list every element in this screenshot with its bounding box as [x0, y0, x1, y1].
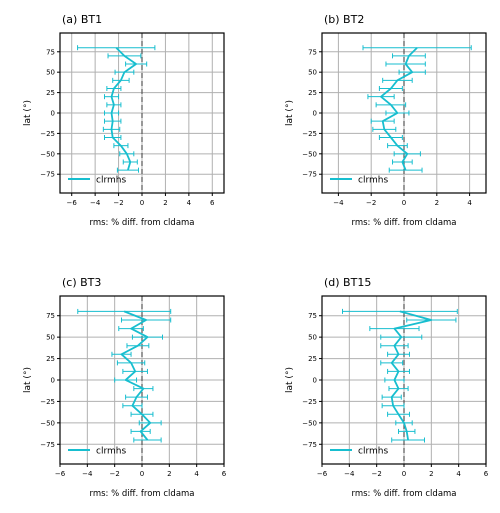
x-tick-label: −4	[344, 470, 355, 478]
y-tick-label: 25	[308, 89, 317, 97]
y-tick-label: 75	[46, 48, 55, 56]
legend-label: clrmhs	[96, 447, 126, 457]
x-tick-label: 0	[140, 470, 144, 478]
legend-label: clrmhs	[358, 176, 388, 186]
y-tick-label: −25	[40, 398, 55, 406]
y-tick-label: −75	[40, 441, 55, 449]
panel-3: −6 −4 −2 0 2 4 6 −75 −50 −25 0 25 50 75 (c) BT3 rms: % …	[23, 276, 227, 499]
x-tick-label: 2	[435, 199, 439, 207]
y-tick-label: 50	[308, 69, 317, 77]
y-tick-label: −75	[302, 171, 317, 179]
y-tick-label: −50	[302, 419, 317, 427]
panel-title: (c) BT3	[62, 276, 101, 289]
series-line	[120, 310, 152, 441]
y-tick-label: 0	[313, 110, 317, 118]
panel-2: −4 −2 0 2 4 −75 −50 −25 0 25 50 75 (b) BT2 rms: % dif…	[285, 13, 487, 228]
y-tick-label: −25	[302, 398, 317, 406]
x-tick-label: 2	[429, 470, 433, 478]
y-axis-label: lat (°)	[285, 367, 295, 393]
panel-title: (d) BT15	[324, 276, 371, 289]
x-axis-label: rms: % diff. from cldama	[351, 218, 456, 228]
y-tick-label: 25	[46, 355, 55, 363]
y-tick-label: 50	[46, 69, 55, 77]
series-line	[110, 47, 138, 171]
x-tick-label: −4	[333, 199, 344, 207]
y-tick-label: −25	[40, 130, 55, 138]
y-tick-label: −25	[302, 130, 317, 138]
y-axis-label: lat (°)	[285, 100, 295, 126]
y-axis-label: lat (°)	[23, 367, 33, 393]
x-tick-label: −6	[55, 470, 66, 478]
x-tick-label: −6	[67, 199, 78, 207]
y-tick-label: 0	[313, 377, 317, 385]
y-axis-label: lat (°)	[23, 100, 33, 126]
y-tick-label: 25	[308, 355, 317, 363]
y-tick-label: 25	[46, 89, 55, 97]
y-tick-label: 75	[308, 48, 317, 56]
legend-label: clrmhs	[96, 176, 126, 186]
y-tick-label: 0	[51, 377, 55, 385]
x-axis-label: rms: % diff. from cldama	[89, 218, 194, 228]
y-tick-label: 50	[46, 334, 55, 342]
x-axis-label: rms: % diff. from cldama	[89, 489, 194, 499]
x-tick-label: 6	[222, 470, 227, 478]
panel-title: (b) BT2	[324, 13, 364, 26]
y-tick-label: 0	[51, 110, 55, 118]
x-tick-label: 2	[163, 199, 167, 207]
panel-title: (a) BT1	[62, 13, 102, 26]
x-tick-label: 0	[402, 199, 406, 207]
x-tick-label: −4	[90, 199, 101, 207]
x-tick-label: −4	[82, 470, 93, 478]
y-tick-label: 50	[308, 334, 317, 342]
x-tick-label: −2	[372, 470, 382, 478]
x-tick-label: 0	[402, 470, 406, 478]
panel-4: −6 −4 −2 0 2 4 6 −75 −50 −25 0 25 50 75 (d) BT15 rms: %…	[285, 276, 489, 499]
x-axis-label: rms: % diff. from cldama	[351, 489, 456, 499]
x-tick-label: 0	[140, 199, 144, 207]
x-tick-label: −2	[366, 199, 376, 207]
y-tick-label: −50	[302, 150, 317, 158]
y-tick-label: −50	[40, 150, 55, 158]
x-tick-label: −2	[110, 470, 120, 478]
y-tick-label: 75	[46, 312, 55, 320]
panel-1: −6 −4 −2 0 2 4 6 −75 −50 −25 0 25 50 75 (a) BT1 rms: % …	[23, 13, 225, 228]
x-tick-label: 4	[187, 199, 192, 207]
x-tick-label: −2	[113, 199, 123, 207]
x-tick-label: 4	[467, 199, 472, 207]
legend-label: clrmhs	[358, 447, 388, 457]
x-tick-label: 6	[210, 199, 215, 207]
series-line	[380, 47, 418, 171]
x-tick-label: 4	[194, 470, 199, 478]
series-line	[390, 310, 433, 441]
y-tick-label: 75	[308, 312, 317, 320]
x-tick-label: 2	[167, 470, 171, 478]
x-tick-label: 6	[484, 470, 489, 478]
x-tick-label: −6	[317, 470, 328, 478]
y-tick-label: −75	[302, 441, 317, 449]
y-tick-label: −75	[40, 171, 55, 179]
y-tick-label: −50	[40, 419, 55, 427]
x-tick-label: 4	[456, 470, 461, 478]
